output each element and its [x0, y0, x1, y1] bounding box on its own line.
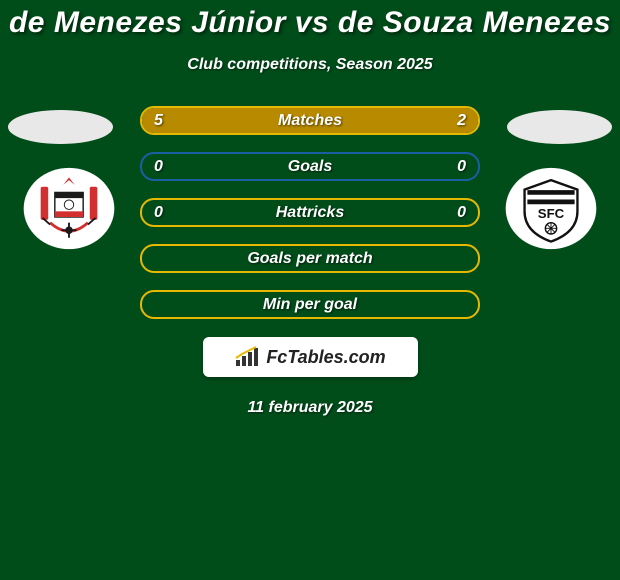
comparison-area: SFC Matches52Goals00Hattricks00Goals per… [0, 106, 620, 417]
stat-bar: Goals per match [140, 244, 480, 273]
bar-value-left: 5 [154, 112, 163, 130]
svg-text:SFC: SFC [538, 206, 565, 221]
bar-label: Hattricks [142, 204, 478, 222]
brand-box: FcTables.com [203, 337, 418, 377]
stat-bars: Matches52Goals00Hattricks00Goals per mat… [140, 106, 480, 319]
bar-value-left: 0 [154, 158, 163, 176]
player-ellipse-left [8, 110, 113, 144]
stat-bar: Matches5 2 [140, 106, 480, 135]
bar-label: Matches [142, 112, 478, 130]
subtitle: Club competitions, Season 2025 [0, 56, 620, 74]
bar-label: Goals per match [142, 250, 478, 268]
stat-bar: Min per goal [140, 290, 480, 319]
brand-chart-icon [234, 346, 260, 368]
stat-bar: Hattricks0 0 [140, 198, 480, 227]
bar-value-right: 0 [457, 158, 466, 176]
bar-value-right: 2 [457, 112, 466, 130]
bar-label: Goals [142, 158, 478, 176]
brand-text: FcTables.com [266, 347, 385, 368]
date-line: 11 february 2025 [0, 399, 620, 417]
bar-value-right: 0 [457, 204, 466, 222]
player-ellipse-right [507, 110, 612, 144]
page-title: de Menezes Júnior vs de Souza Menezes [0, 0, 620, 40]
stat-bar: Goals0 0 [140, 152, 480, 181]
club-logo-left [20, 166, 118, 251]
club-logo-right: SFC [502, 166, 600, 251]
bar-label: Min per goal [142, 296, 478, 314]
bar-value-left: 0 [154, 204, 163, 222]
